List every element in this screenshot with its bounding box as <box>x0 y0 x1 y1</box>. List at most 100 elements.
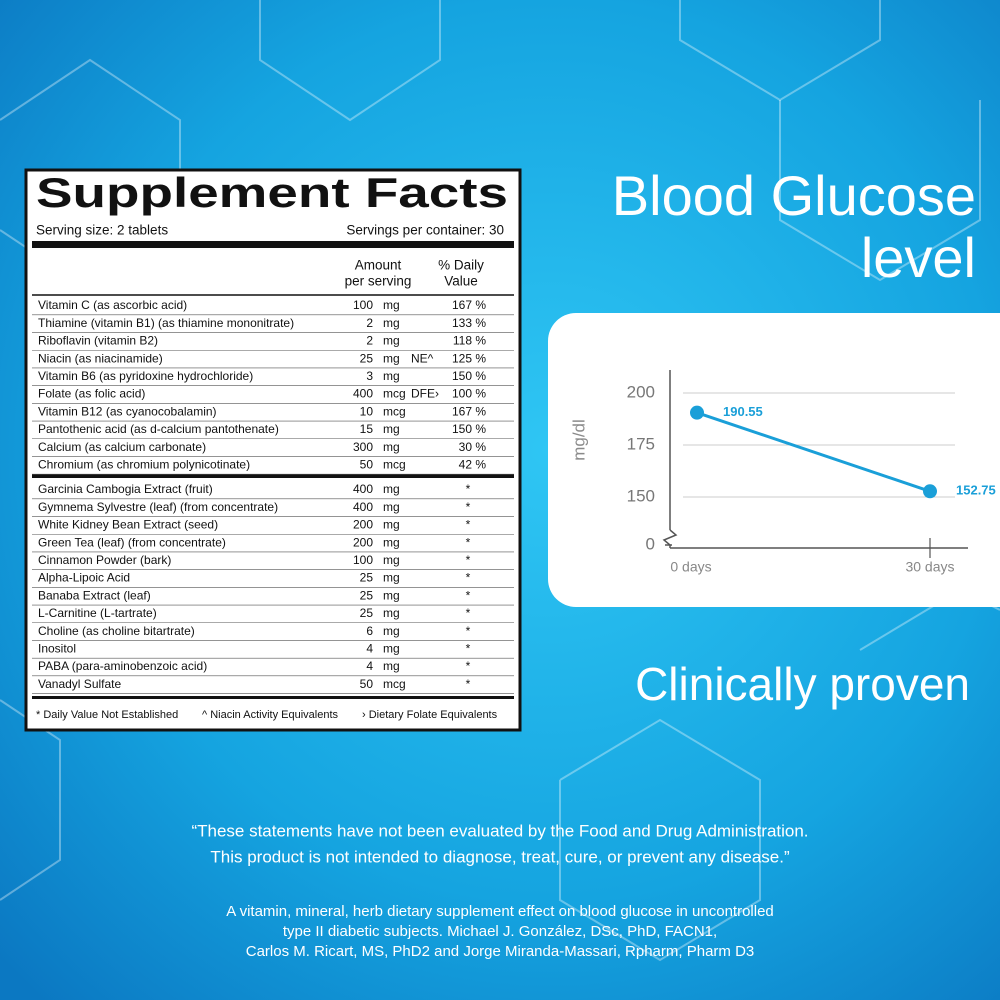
unit: mcg <box>383 404 406 418</box>
unit: mg <box>383 440 400 454</box>
daily-value: * <box>466 606 471 620</box>
nutrient-name: Vitamin B6 (as pyridoxine hydrochloride) <box>38 369 253 383</box>
amount: 3 <box>366 369 373 383</box>
nutrient-name: Cinnamon Powder (bark) <box>38 553 171 567</box>
nutrient-name: Thiamine (vitamin B1) (as thiamine monon… <box>38 316 294 330</box>
daily-value: * <box>466 659 471 673</box>
amount: 200 <box>353 535 373 549</box>
x-tick-label: 0 days <box>670 559 711 575</box>
amount: 100 <box>353 553 373 567</box>
unit: mg <box>383 518 400 532</box>
footnote: * Daily Value Not Established <box>36 709 178 721</box>
amount: 2 <box>366 334 373 348</box>
disclaimer: “These statements have not been evaluate… <box>191 821 808 840</box>
unit: mg <box>383 351 400 365</box>
amount: 2 <box>366 316 373 330</box>
amount: 200 <box>353 518 373 532</box>
nutrient-name: Chromium (as chromium polynicotinate) <box>38 457 250 471</box>
citation: A vitamin, mineral, herb dietary supplem… <box>226 903 774 920</box>
daily-value: * <box>466 677 471 691</box>
facts-title: Supplement Facts <box>36 169 508 216</box>
unit: mcg <box>383 457 406 471</box>
daily-value: 30 % <box>459 440 487 454</box>
y-tick-label: 150 <box>627 486 655 505</box>
citation: type II diabetic subjects. Michael J. Go… <box>283 923 717 940</box>
daily-value: * <box>466 624 471 638</box>
amount: 10 <box>360 404 374 418</box>
axis-break <box>662 529 678 548</box>
amount: 50 <box>360 457 374 471</box>
value-label: 152.75 <box>956 483 996 498</box>
citation: Carlos M. Ricart, MS, PhD2 and Jorge Mir… <box>246 943 755 960</box>
amount: 15 <box>360 422 374 436</box>
nutrient-name: Alpha-Lipoic Acid <box>38 571 130 585</box>
unit: mg <box>383 571 400 585</box>
nutrient-name: Niacin (as niacinamide) <box>38 351 163 365</box>
servings-per-container: Servings per container: 30 <box>346 223 504 238</box>
nutrient-name: Folate (as folic acid) <box>38 387 145 401</box>
nutrient-name: Vanadyl Sulfate <box>38 677 121 691</box>
amount: 6 <box>366 624 373 638</box>
divider <box>32 474 514 478</box>
daily-value: * <box>466 500 471 514</box>
nutrient-name: L-Carnitine (L-tartrate) <box>38 606 157 620</box>
daily-value: * <box>466 588 471 602</box>
amount: 25 <box>360 606 374 620</box>
dv-header: Value <box>444 274 478 289</box>
footnote: › Dietary Folate Equivalents <box>362 709 498 721</box>
daily-value: * <box>466 641 471 655</box>
amount: 25 <box>360 571 374 585</box>
unit: mg <box>383 606 400 620</box>
unit: mg <box>383 334 400 348</box>
nutrient-name: Gymnema Sylvestre (leaf) (from concentra… <box>38 500 278 514</box>
nutrient-name: Green Tea (leaf) (from concentrate) <box>38 535 226 549</box>
unit: mcg <box>383 387 406 401</box>
amount: 300 <box>353 440 373 454</box>
nutrient-name: Pantothenic acid (as d-calcium pantothen… <box>38 422 279 436</box>
daily-value: 167 % <box>452 404 486 418</box>
unit: mg <box>383 422 400 436</box>
nutrient-name: Choline (as choline bitartrate) <box>38 624 195 638</box>
chart-card <box>548 313 1000 607</box>
amount: 400 <box>353 387 373 401</box>
amount: 100 <box>353 298 373 312</box>
nutrient-name: Riboflavin (vitamin B2) <box>38 334 158 348</box>
daily-value: 167 % <box>452 298 486 312</box>
unit: mg <box>383 316 400 330</box>
nutrient-name: Calcium (as calcium carbonate) <box>38 440 206 454</box>
daily-value: 150 % <box>452 369 486 383</box>
y-tick-label: 200 <box>627 382 655 401</box>
unit: mg <box>383 624 400 638</box>
amount-header: Amount <box>355 258 402 273</box>
daily-value: * <box>466 553 471 567</box>
daily-value: * <box>466 535 471 549</box>
unit: mcg <box>383 677 406 691</box>
headline: level <box>861 226 976 289</box>
unit: mg <box>383 535 400 549</box>
daily-value: 42 % <box>459 457 487 471</box>
unit: mg <box>383 482 400 496</box>
unit: mg <box>383 369 400 383</box>
amount: 4 <box>366 659 373 673</box>
data-point <box>690 405 704 420</box>
divider <box>32 696 514 699</box>
daily-value: 125 % <box>452 351 486 365</box>
divider <box>32 241 514 248</box>
daily-value: * <box>466 571 471 585</box>
daily-value: * <box>466 482 471 496</box>
daily-value: 133 % <box>452 316 486 330</box>
nutrient-name: Vitamin C (as ascorbic acid) <box>38 298 187 312</box>
claim: Clinically proven <box>635 658 970 710</box>
nutrient-name: Vitamin B12 (as cyanocobalamin) <box>38 404 217 418</box>
serving-size: Serving size: 2 tablets <box>36 223 168 238</box>
unit: mg <box>383 659 400 673</box>
data-point <box>923 484 937 499</box>
data-line <box>696 411 931 493</box>
nutrient-name: White Kidney Bean Extract (seed) <box>38 518 218 532</box>
dv-header: % Daily <box>438 258 484 273</box>
daily-value: 150 % <box>452 422 486 436</box>
footnote: ^ Niacin Activity Equivalents <box>202 709 338 721</box>
nutrient-name: Banaba Extract (leaf) <box>38 588 151 602</box>
amount: 25 <box>360 351 374 365</box>
headline: Blood Glucose <box>612 164 976 227</box>
